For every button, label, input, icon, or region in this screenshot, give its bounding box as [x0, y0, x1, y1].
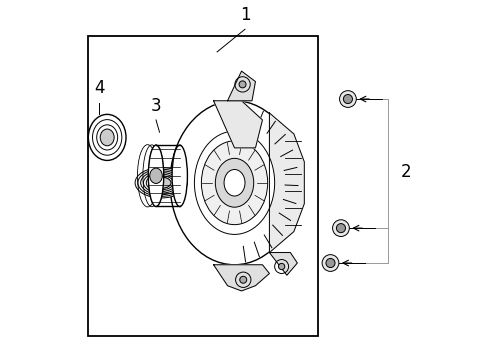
Ellipse shape	[224, 170, 245, 196]
Polygon shape	[227, 71, 255, 101]
Polygon shape	[270, 253, 297, 275]
Polygon shape	[270, 113, 304, 253]
Circle shape	[278, 264, 285, 270]
Text: 3: 3	[151, 97, 161, 115]
Circle shape	[239, 81, 246, 88]
Ellipse shape	[135, 168, 188, 198]
Ellipse shape	[100, 129, 114, 146]
Ellipse shape	[148, 145, 164, 207]
Ellipse shape	[88, 114, 126, 161]
Circle shape	[337, 224, 345, 233]
Ellipse shape	[170, 101, 299, 265]
Ellipse shape	[151, 177, 171, 188]
Text: 1: 1	[240, 6, 250, 24]
Circle shape	[340, 91, 356, 107]
Ellipse shape	[195, 131, 275, 234]
Ellipse shape	[172, 145, 188, 207]
Text: 2: 2	[400, 163, 411, 181]
Ellipse shape	[201, 141, 268, 225]
Circle shape	[326, 258, 335, 267]
Ellipse shape	[215, 158, 254, 207]
Polygon shape	[214, 265, 270, 291]
Circle shape	[322, 255, 339, 271]
Circle shape	[333, 220, 349, 237]
Bar	[88, 36, 318, 336]
Circle shape	[343, 94, 352, 104]
Text: 4: 4	[94, 79, 104, 97]
Ellipse shape	[150, 168, 162, 184]
Circle shape	[240, 276, 247, 283]
Polygon shape	[214, 101, 263, 148]
